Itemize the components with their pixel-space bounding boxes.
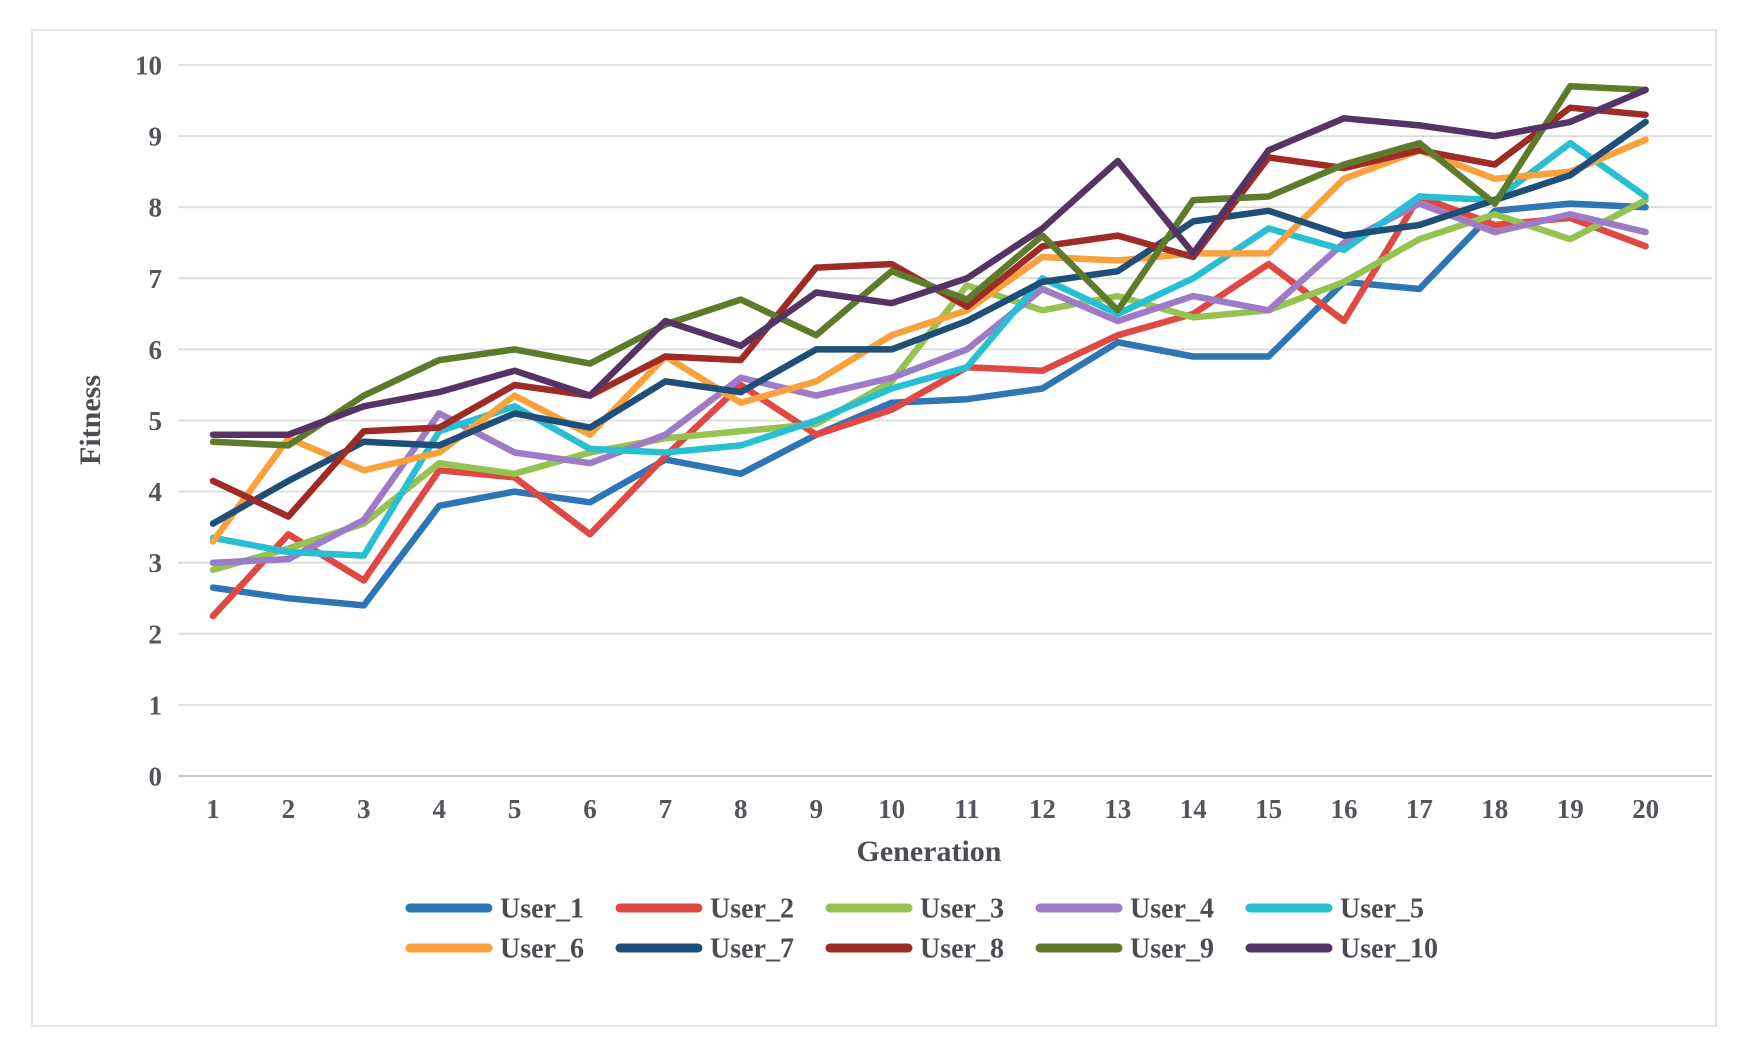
y-axis-tick-labels: 0 1 2 3 4 5 6 7 8 9 10: [135, 51, 162, 792]
x-tick-label: 19: [1557, 794, 1584, 824]
legend-label-User_6: User_6: [500, 934, 584, 965]
legend-item-User_5: User_5: [1245, 894, 1424, 925]
series-line-User_4: [209, 200, 1649, 566]
legend-label-User_3: User_3: [920, 894, 1004, 925]
legend-label-User_1: User_1: [500, 894, 584, 925]
y-tick-label: 3: [149, 548, 163, 578]
y-tick-label: 7: [149, 264, 163, 294]
x-tick-label: 12: [1029, 794, 1056, 824]
chart-canvas-border: [31, 29, 1717, 1027]
x-axis-title: Generation: [857, 835, 1002, 868]
legend-item-User_9: User_9: [1035, 934, 1214, 965]
legend-item-User_3: User_3: [825, 894, 1004, 925]
y-tick-label: 2: [149, 619, 163, 649]
legend-label-User_9: User_9: [1130, 934, 1214, 965]
x-tick-label: 15: [1255, 794, 1282, 824]
x-tick-label: 18: [1481, 794, 1508, 824]
series-line-User_5: [209, 139, 1649, 559]
x-tick-label: 7: [659, 794, 673, 824]
x-tick-label: 10: [878, 794, 905, 824]
legend-label-User_5: User_5: [1340, 894, 1424, 925]
legend-label-User_4: User_4: [1130, 894, 1214, 925]
y-tick-label: 5: [149, 406, 163, 436]
x-tick-label: 6: [583, 794, 597, 824]
y-tick-label: 0: [149, 762, 163, 792]
legend-label-User_2: User_2: [710, 894, 794, 925]
y-tick-label: 9: [149, 122, 163, 152]
legend-item-User_8: User_8: [825, 934, 1004, 965]
legend-label-User_10: User_10: [1340, 934, 1438, 965]
y-tick-label: 10: [135, 51, 162, 81]
x-axis-tick-labels: 1 2 3 4 5 6 7 8 9 10 11 12 13 14 15 16 17 18 19 20: [206, 794, 1659, 824]
legend-item-User_7: User_7: [615, 934, 794, 965]
series-lines: [209, 83, 1649, 620]
x-tick-label: 2: [282, 794, 296, 824]
x-tick-label: 9: [809, 794, 823, 824]
y-tick-label: 4: [149, 477, 163, 507]
y-tick-label: 8: [149, 193, 163, 223]
series-line-User_1: [209, 200, 1649, 609]
series-line-User_10: [209, 86, 1649, 438]
x-tick-label: 3: [357, 794, 371, 824]
x-tick-label: 5: [508, 794, 522, 824]
legend-label-User_8: User_8: [920, 934, 1004, 965]
x-tick-label: 4: [432, 794, 446, 824]
x-tick-label: 20: [1632, 794, 1659, 824]
series-line-User_2: [209, 193, 1649, 620]
legend-item-User_10: User_10: [1245, 934, 1438, 965]
y-tick-label: 1: [149, 690, 163, 720]
x-tick-label: 17: [1406, 794, 1433, 824]
x-tick-label: 14: [1180, 794, 1207, 824]
legend: User_1 User_2 User_3 User_4 User_5 User_6 User…: [405, 894, 1438, 965]
legend-item-User_2: User_2: [615, 894, 794, 925]
legend-label-User_7: User_7: [710, 934, 794, 965]
legend-item-User_4: User_4: [1035, 894, 1214, 925]
legend-item-User_6: User_6: [405, 934, 584, 965]
x-tick-label: 11: [954, 794, 980, 824]
x-tick-label: 8: [734, 794, 748, 824]
x-tick-label: 1: [206, 794, 220, 824]
series-line-User_7: [209, 118, 1649, 527]
y-axis-title: Fitness: [74, 375, 107, 465]
x-tick-label: 16: [1331, 794, 1358, 824]
x-tick-label: 13: [1104, 794, 1131, 824]
y-tick-label: 6: [149, 335, 163, 365]
legend-item-User_1: User_1: [405, 894, 584, 925]
series-line-User_9: [209, 83, 1649, 449]
